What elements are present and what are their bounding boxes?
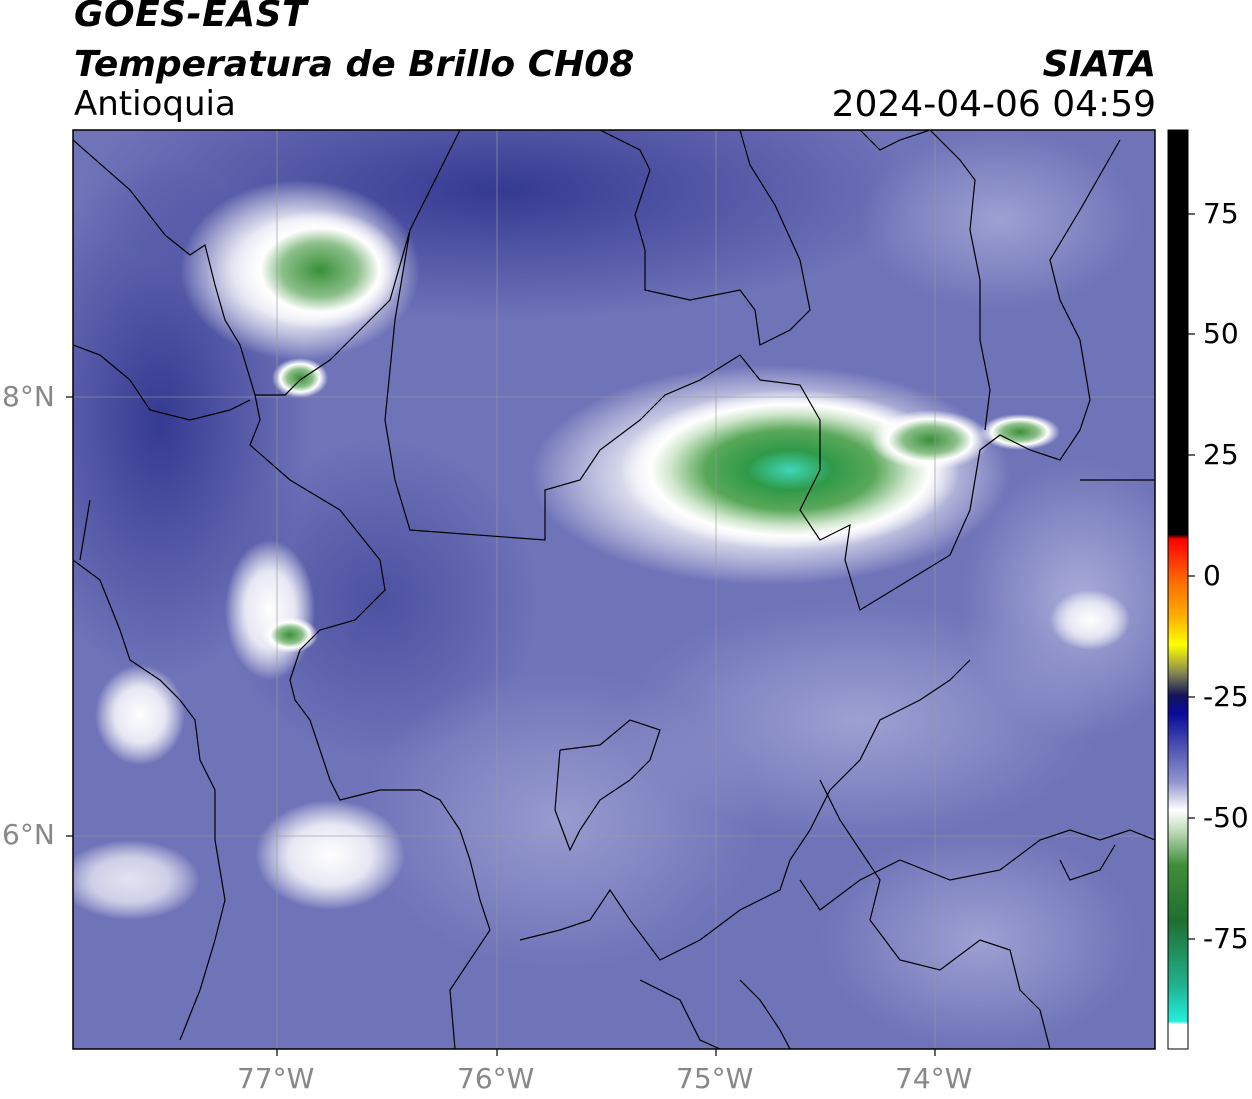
graticule bbox=[73, 130, 1155, 1049]
boundary-lines bbox=[73, 130, 1155, 1049]
title-satellite: GOES-EAST bbox=[74, 0, 308, 35]
colorbar bbox=[1167, 129, 1189, 1050]
colorbar-tick-minus75: -75 bbox=[1203, 922, 1249, 955]
colorbar-ticks bbox=[1188, 213, 1195, 940]
axis-ticks bbox=[66, 396, 936, 1056]
lat-label-8n: 8°N bbox=[2, 380, 55, 413]
colorbar-tick-minus25: -25 bbox=[1203, 680, 1249, 713]
colorbar-tick-minus50: -50 bbox=[1203, 801, 1249, 834]
lon-label-74w: 74°W bbox=[895, 1062, 973, 1095]
colorbar-tick-75: 75 bbox=[1203, 197, 1239, 230]
colorbar-tick-25: 25 bbox=[1203, 438, 1239, 471]
brightness-temperature-field bbox=[73, 130, 1155, 1049]
colorbar-tick-0: 0 bbox=[1203, 559, 1221, 592]
datetime-label: 2024-04-06 04:59 bbox=[831, 84, 1156, 125]
map-frame bbox=[72, 129, 1156, 1050]
agency-label: SIATA bbox=[1042, 44, 1156, 85]
lon-label-76w: 76°W bbox=[457, 1062, 535, 1095]
lat-label-6n: 6°N bbox=[2, 818, 55, 851]
title-region: Antioquia bbox=[74, 84, 236, 124]
title-product: Temperatura de Brillo CH08 bbox=[74, 44, 635, 85]
lon-label-77w: 77°W bbox=[237, 1062, 315, 1095]
lon-label-75w: 75°W bbox=[676, 1062, 754, 1095]
colorbar-tick-50: 50 bbox=[1203, 317, 1239, 350]
